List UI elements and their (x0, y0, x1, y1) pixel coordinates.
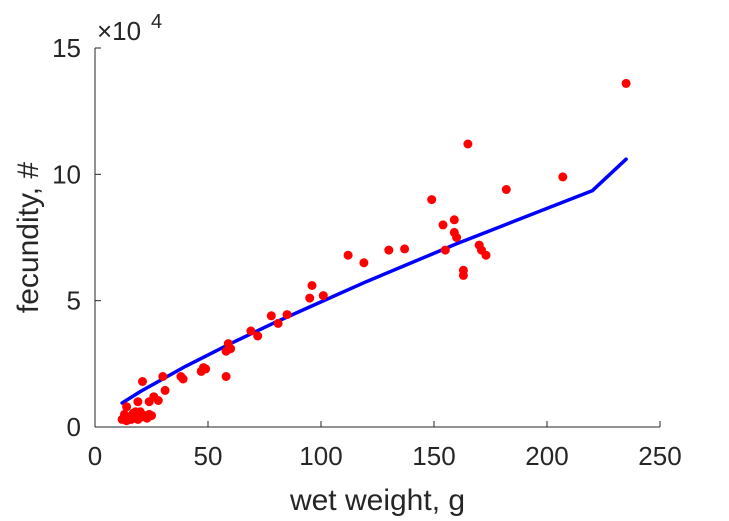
y-exponent-label: ×10 (97, 16, 141, 46)
data-point (153, 396, 163, 405)
data-point (307, 281, 317, 290)
data-point (158, 372, 168, 381)
labels-group: 0 50 100 150 200 250 0 5 10 15 ×10 4 wet weight, g fe… (12, 11, 682, 517)
fit-line (120, 157, 628, 405)
data-point (138, 377, 147, 386)
x-tick-label: 200 (525, 441, 568, 471)
fit-line-group (120, 157, 628, 405)
data-point (452, 233, 462, 242)
data-point (253, 331, 263, 341)
data-point (318, 291, 328, 301)
y-tick-label: 15 (52, 33, 81, 63)
x-tick-label: 150 (412, 441, 455, 471)
data-point (440, 245, 450, 255)
data-point (400, 244, 410, 254)
data-point (160, 385, 170, 395)
data-point (282, 310, 292, 320)
x-axis-label: wet weight, g (289, 484, 465, 517)
data-point (122, 402, 132, 412)
data-point (305, 293, 315, 303)
data-point (621, 78, 631, 88)
data-point (266, 311, 276, 321)
data-point (201, 364, 211, 374)
data-point (481, 250, 491, 260)
data-point (226, 344, 236, 354)
x-tick-label: 0 (88, 441, 102, 471)
data-point (133, 397, 143, 407)
data-point (178, 374, 188, 384)
data-point (384, 245, 394, 255)
data-point (359, 258, 369, 268)
points-group (117, 78, 631, 426)
data-point (501, 185, 511, 194)
data-point (463, 139, 473, 149)
y-tick-label: 5 (67, 286, 81, 316)
y-axis-label: fecundity, # (12, 162, 45, 314)
data-point (221, 372, 231, 381)
data-point (427, 195, 437, 205)
data-point (343, 250, 353, 260)
data-point (438, 220, 448, 230)
data-point (458, 270, 468, 280)
y-tick-label: 0 (67, 412, 81, 442)
data-point (273, 318, 283, 328)
y-exponent-power: 4 (151, 11, 162, 33)
data-point (558, 172, 568, 182)
y-tick-label: 10 (52, 159, 81, 189)
data-point (147, 411, 156, 421)
data-point (246, 326, 256, 336)
x-tick-label: 50 (194, 441, 223, 471)
x-tick-label: 100 (299, 441, 342, 471)
axes (94, 47, 661, 428)
data-point (449, 215, 459, 225)
x-tick-label: 250 (638, 441, 681, 471)
